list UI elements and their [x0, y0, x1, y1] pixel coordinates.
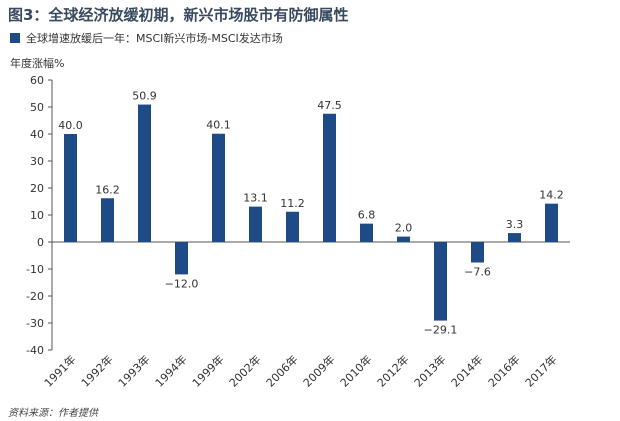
x-tick-label: 1991年: [41, 352, 78, 389]
x-tick-label: 2006年: [263, 352, 300, 389]
data-label: 11.2: [280, 197, 305, 210]
y-tick-label: -30: [26, 317, 44, 330]
data-label: −12.0: [165, 277, 199, 290]
x-tick-label: 2013年: [411, 352, 448, 389]
bar-2013年: [434, 242, 447, 321]
x-tick-label: 1993年: [115, 352, 152, 389]
bar-2009年: [323, 113, 336, 242]
y-tick-label: 60: [30, 74, 44, 87]
y-tick-label: -10: [26, 263, 44, 276]
x-tick-label: 1999年: [189, 352, 226, 389]
bar-1994年: [175, 242, 188, 275]
x-tick-label: 2002年: [226, 352, 263, 389]
legend-swatch: [10, 33, 20, 43]
y-tick-label: 0: [37, 236, 44, 249]
x-tick-label: 2010年: [337, 352, 374, 389]
y-tick-label: 10: [30, 209, 44, 222]
x-tick-label: 2012年: [374, 352, 411, 389]
chart-title: 图3：全球经济放缓初期，新兴市场股市有防御属性: [8, 6, 349, 24]
data-label: 13.1: [243, 192, 268, 205]
data-label: 47.5: [317, 99, 342, 112]
x-tick-label: 1992年: [78, 352, 115, 389]
data-label: 40.0: [58, 119, 83, 132]
data-label: 2.0: [395, 222, 413, 235]
y-tick-label: -20: [26, 290, 44, 303]
data-label: 40.1: [206, 119, 231, 132]
data-label: 3.3: [506, 218, 524, 231]
x-tick-label: 2017年: [522, 352, 559, 389]
data-label: −29.1: [424, 324, 458, 337]
data-label: 16.2: [95, 183, 120, 196]
y-tick-label: 20: [30, 182, 44, 195]
data-label: 14.2: [539, 189, 564, 202]
y-tick-label: 30: [30, 155, 44, 168]
bar-2014年: [471, 242, 484, 263]
y-axis-label: 年度涨幅%: [10, 57, 65, 70]
data-label: 50.9: [132, 90, 157, 103]
bar-2002年: [249, 206, 262, 242]
x-tick-label: 2009年: [300, 352, 337, 389]
legend: 全球增速放缓后一年：MSCI新兴市场-MSCI发达市场: [10, 30, 283, 46]
x-tick-label: 2016年: [485, 352, 522, 389]
bar-chart: -40 -30 -20 -10 0 10 20 30 40 50 60 40.0 1991年 16.2 19…: [26, 74, 570, 390]
bar-2006年: [286, 211, 299, 242]
bar-2017年: [545, 203, 558, 242]
y-tick-label: 40: [30, 128, 44, 141]
bar-1991年: [64, 134, 77, 242]
y-tick-label: 50: [30, 101, 44, 114]
source-note: 资料来源：作者提供: [8, 408, 98, 419]
bar-1992年: [101, 198, 114, 242]
x-tick-label: 2014年: [448, 352, 485, 389]
bar-2012年: [397, 236, 410, 242]
data-label: −7.6: [464, 266, 491, 279]
data-label: 6.8: [358, 209, 376, 222]
legend-label: 全球增速放缓后一年：MSCI新兴市场-MSCI发达市场: [26, 32, 283, 45]
y-tick-label: -40: [26, 344, 44, 357]
bar-1993年: [138, 104, 151, 242]
x-tick-label: 1994年: [152, 352, 189, 389]
bar-1999年: [212, 133, 225, 242]
bar-2010年: [360, 223, 373, 242]
bar-2016年: [508, 233, 521, 242]
